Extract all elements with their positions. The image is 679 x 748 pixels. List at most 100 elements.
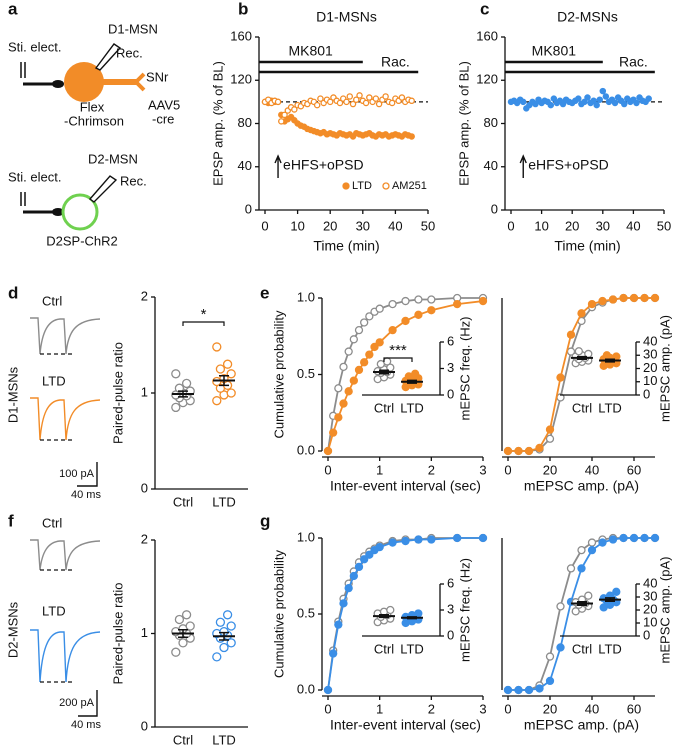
data-point bbox=[612, 587, 621, 596]
data-point bbox=[535, 684, 544, 693]
data-point bbox=[354, 562, 364, 572]
y-tick-label: 0 bbox=[447, 386, 454, 401]
y-tick-label: 0.5 bbox=[297, 366, 315, 381]
data-point bbox=[334, 384, 343, 393]
error-bar bbox=[605, 358, 615, 363]
annotation: Rac. bbox=[381, 54, 410, 70]
series-line bbox=[508, 537, 655, 691]
data-point bbox=[278, 118, 285, 125]
x-tick-label: 0 bbox=[324, 701, 331, 716]
panel-letter: a bbox=[8, 0, 18, 18]
legend-marker bbox=[382, 182, 390, 190]
x-tick-label: Ctrl bbox=[173, 494, 193, 509]
data-point bbox=[215, 364, 226, 374]
data-point bbox=[453, 533, 462, 543]
data-point bbox=[556, 643, 565, 652]
data-point bbox=[339, 362, 348, 372]
x-tick-label: 2 bbox=[428, 462, 435, 477]
y-axis-label: Paired-pulse ratio bbox=[110, 583, 125, 685]
data-point bbox=[382, 357, 392, 366]
y-tick-label: 120 bbox=[230, 72, 252, 87]
y-axis-label: mEPSC freq. (Hz) bbox=[457, 558, 472, 662]
data-point bbox=[524, 685, 534, 695]
annotation: eHFS+oPSD bbox=[528, 157, 609, 173]
scale-label: 200 pA bbox=[59, 697, 95, 709]
x-tick-label: 30 bbox=[356, 218, 370, 233]
x-tick-label: 0 bbox=[324, 462, 331, 477]
data-point bbox=[354, 365, 364, 375]
diagram-label: D2-MSN bbox=[88, 151, 138, 166]
data-point bbox=[344, 347, 353, 356]
data-point bbox=[556, 602, 565, 611]
y-tick-label: 0 bbox=[491, 201, 498, 216]
data-point bbox=[414, 295, 423, 304]
diagram-label: -cre bbox=[152, 111, 174, 126]
y-axis-label: EPSP amp. (% of BL) bbox=[210, 61, 225, 186]
y-axis-label: Cumulative probability bbox=[271, 310, 286, 438]
diagram-label: Rec. bbox=[120, 173, 147, 188]
data-point bbox=[640, 533, 649, 543]
data-point bbox=[587, 299, 597, 309]
data-point bbox=[584, 94, 591, 101]
data-point bbox=[514, 446, 523, 456]
x-tick-label: 10 bbox=[290, 218, 304, 233]
diagram-d2: Sti. elect. D2-MSN Rec. D2SP-ChR2 bbox=[8, 151, 147, 248]
data-point bbox=[323, 685, 333, 695]
y-tick-label: 1.0 bbox=[297, 289, 315, 304]
data-point bbox=[577, 309, 586, 318]
x-tick-label: Ctrl bbox=[572, 400, 592, 415]
diagram-label: D1-MSN bbox=[108, 21, 158, 36]
trace-label: LTD bbox=[42, 603, 66, 618]
y-tick-label: 0 bbox=[245, 201, 252, 216]
data-point bbox=[593, 101, 600, 109]
data-point bbox=[598, 296, 607, 306]
data-point bbox=[619, 293, 628, 303]
data-point bbox=[503, 446, 513, 456]
scale-label: 40 ms bbox=[71, 489, 101, 501]
data-point bbox=[629, 533, 639, 543]
data-point bbox=[360, 555, 369, 564]
data-point bbox=[566, 564, 576, 573]
y-tick-label: 20 bbox=[643, 360, 657, 375]
data-point bbox=[574, 347, 583, 356]
diagram-d1: Sti. elect. D1-MSN Rec. SNr Flex -Chrims… bbox=[8, 21, 180, 128]
data-point bbox=[366, 94, 373, 101]
data-point bbox=[427, 295, 436, 304]
data-point bbox=[226, 621, 236, 631]
data-point bbox=[344, 584, 353, 593]
arrow bbox=[274, 154, 282, 178]
y-tick-label: 2 bbox=[141, 288, 148, 303]
data-point bbox=[181, 610, 192, 620]
data-point bbox=[388, 99, 396, 107]
chart-title: D1-MSNs bbox=[316, 9, 377, 25]
error-bar bbox=[178, 390, 188, 398]
chart-title: D2-MSNs bbox=[557, 9, 618, 25]
data-point bbox=[587, 546, 597, 555]
panel-letter: c bbox=[480, 0, 489, 18]
data-point bbox=[478, 533, 488, 543]
data-point bbox=[408, 97, 415, 105]
y-tick-label: 0 bbox=[643, 386, 650, 401]
x-tick-label: 20 bbox=[543, 462, 557, 477]
data-point bbox=[650, 533, 660, 543]
data-point bbox=[581, 98, 588, 106]
diagram-label: Flex bbox=[80, 99, 105, 114]
data-point bbox=[414, 535, 423, 544]
data-point bbox=[174, 383, 185, 393]
x-tick-label: 40 bbox=[585, 462, 599, 477]
x-tick-label: Ctrl bbox=[173, 732, 193, 747]
x-tick-label: LTD bbox=[400, 641, 424, 656]
data-point bbox=[274, 98, 282, 106]
x-axis-label: mEPSC amp. (pA) bbox=[524, 478, 639, 494]
data-point bbox=[478, 296, 488, 306]
data-point bbox=[408, 133, 415, 140]
diagram-label: AAV5 bbox=[148, 97, 180, 112]
error-bar bbox=[219, 374, 229, 387]
y-tick-label: 1.0 bbox=[297, 529, 315, 544]
x-axis-label: Inter-event interval (sec) bbox=[330, 717, 481, 733]
data-point bbox=[215, 617, 226, 627]
annotation: MK801 bbox=[288, 43, 333, 59]
data-point bbox=[503, 685, 513, 695]
data-point bbox=[334, 620, 343, 629]
data-point bbox=[410, 369, 420, 378]
